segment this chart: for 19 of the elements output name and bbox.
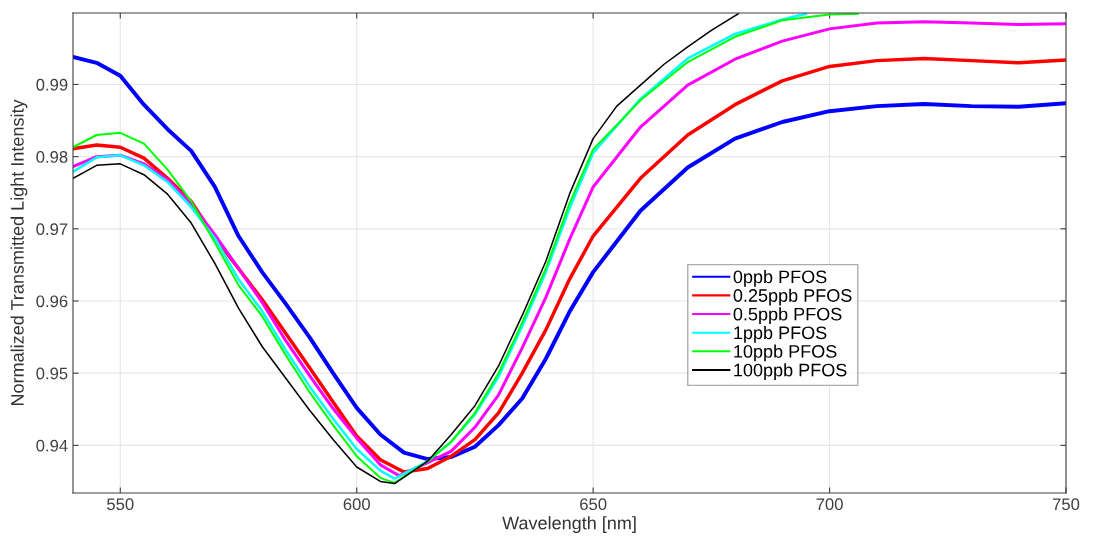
legend-label: 100ppb PFOS (734, 363, 847, 381)
x-tick-label: 700 (816, 498, 843, 511)
y-tick-label: 0.96 (36, 295, 68, 308)
x-tick-label: 550 (107, 498, 134, 511)
legend-label: 1ppb PFOS (734, 325, 827, 343)
y-tick-label: 0.98 (36, 151, 68, 163)
y-tick-label: 0.94 (36, 439, 68, 452)
x-tick-label: 750 (1052, 498, 1080, 511)
x-tick-label: 600 (343, 498, 370, 511)
legend-label: 0.25ppb PFOS (733, 288, 852, 306)
legend-label: 0.5ppb PFOS (733, 307, 842, 325)
legend-label: 0ppb PFOS (733, 269, 827, 287)
x-tick-label: 650 (580, 498, 607, 511)
x-axis-title: Wavelength [nm] (502, 516, 636, 534)
y-axis-title: Normalized Transmitted Light Intensity (10, 99, 28, 406)
legend-label: 10ppb PFOS (734, 344, 837, 362)
y-tick-label: 0.97 (36, 223, 68, 236)
y-tick-label: 0.99 (36, 78, 68, 91)
y-tick-label: 0.95 (36, 367, 68, 380)
